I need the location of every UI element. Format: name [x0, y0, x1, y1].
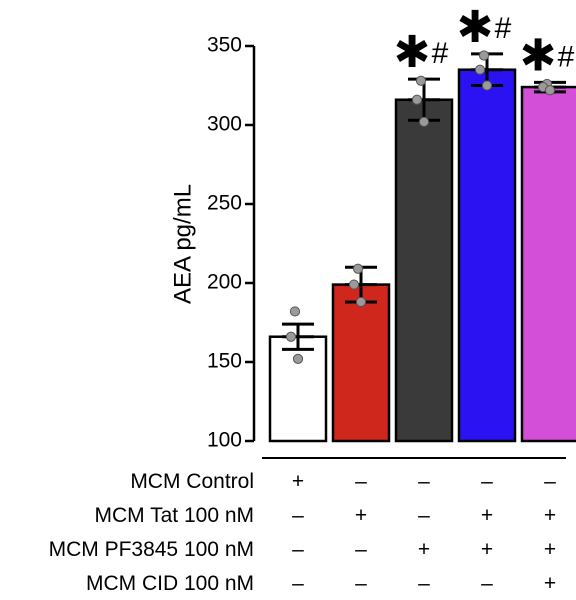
condition-mark: – — [481, 572, 493, 595]
condition-label: MCM PF3845 100 nM — [49, 538, 254, 561]
significance-hash: # — [495, 12, 512, 45]
condition-mark: + — [355, 504, 367, 527]
axes: 100 150 200 250 300 350 — [207, 34, 566, 459]
condition-mark: – — [481, 470, 493, 493]
data-point — [478, 50, 490, 61]
condition-mark: – — [418, 572, 430, 595]
y-axis-label: AEA pg/mL — [169, 184, 196, 304]
condition-mark: – — [355, 572, 367, 595]
condition-mark: + — [544, 572, 556, 595]
y-tick-label: 150 — [207, 350, 242, 373]
data-point — [285, 331, 297, 342]
data-point — [352, 263, 364, 274]
data-point — [418, 116, 430, 127]
data-point — [481, 80, 493, 91]
significance-star: ✱ — [457, 2, 494, 53]
significance-hash: # — [558, 40, 575, 73]
data-point — [289, 306, 301, 317]
bar — [457, 68, 517, 443]
condition-mark: – — [418, 504, 430, 527]
data-points — [285, 50, 556, 364]
condition-label: MCM CID 100 nM — [86, 572, 254, 595]
condition-table: MCM Control + – – – – MCM Tat 100 nM – + – + + MCM P… — [49, 470, 557, 595]
y-tick-label: 300 — [207, 113, 242, 136]
significance-markers: ✱ #✱ #✱ # — [394, 2, 575, 81]
condition-mark: + — [544, 538, 556, 561]
condition-mark: – — [292, 504, 304, 527]
significance-star: ✱ — [520, 30, 557, 81]
bar — [520, 85, 576, 443]
data-point — [544, 85, 556, 96]
bar — [268, 335, 328, 443]
condition-mark: – — [355, 470, 367, 493]
bar — [394, 98, 454, 443]
y-tick-label: 100 — [207, 429, 242, 452]
y-tick-label: 200 — [207, 271, 242, 294]
data-point — [348, 279, 360, 290]
bar — [331, 283, 391, 443]
condition-mark: + — [544, 504, 556, 527]
condition-mark: – — [355, 538, 367, 561]
significance-star: ✱ — [394, 27, 431, 78]
condition-mark: – — [544, 470, 556, 493]
condition-mark: – — [292, 572, 304, 595]
significance-hash: # — [432, 37, 449, 70]
data-point — [292, 353, 304, 364]
data-point — [415, 75, 427, 86]
condition-mark: – — [292, 538, 304, 561]
condition-mark: + — [481, 538, 493, 561]
y-tick-label: 250 — [207, 192, 242, 215]
y-tick-label: 350 — [207, 34, 242, 57]
condition-mark: + — [418, 538, 430, 561]
condition-mark: – — [418, 470, 430, 493]
condition-label: MCM Tat 100 nM — [95, 504, 255, 527]
condition-mark: + — [292, 470, 304, 493]
condition-label: MCM Control — [130, 470, 254, 493]
data-point — [474, 64, 486, 75]
condition-mark: + — [481, 504, 493, 527]
data-point — [411, 94, 423, 105]
data-point — [355, 296, 367, 308]
